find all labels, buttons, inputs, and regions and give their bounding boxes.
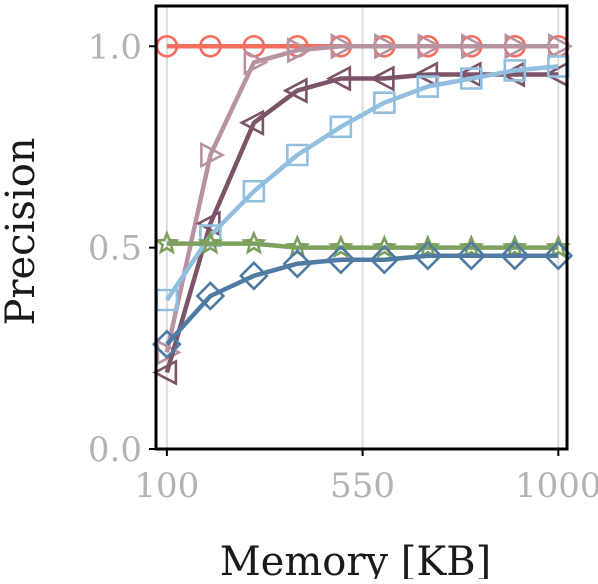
data-point-marker <box>239 260 269 291</box>
data-point-marker <box>200 141 226 169</box>
x-tick-label: 1000 <box>515 466 598 506</box>
data-point-marker <box>369 244 400 275</box>
data-point-marker <box>152 359 178 386</box>
data-point-marker <box>241 230 267 255</box>
data-point-marker <box>154 230 180 255</box>
tick-layer: 100 550 1000 0.0 0.5 1.0 <box>88 27 598 506</box>
data-point-marker <box>503 59 527 82</box>
data-point-marker <box>195 281 226 311</box>
data-point-marker <box>287 37 313 64</box>
data-point-marker <box>458 234 485 259</box>
y-tick-label: 1.0 <box>88 27 142 67</box>
data-point-marker <box>504 33 530 60</box>
y-axis-label: Precision <box>0 137 44 325</box>
data-point-marker <box>197 230 224 255</box>
data-point-marker <box>461 33 487 60</box>
y-tick-label: 0.5 <box>88 229 142 269</box>
data-point-marker <box>286 143 309 167</box>
data-point-marker <box>239 109 265 136</box>
data-point-marker <box>326 244 356 275</box>
series-2-triangle-left <box>152 61 569 386</box>
series-5-diamond <box>152 240 574 360</box>
data-point-marker <box>371 234 398 259</box>
series-1-triangle-right <box>156 33 574 366</box>
series-layer <box>152 33 574 386</box>
data-point-marker <box>242 179 266 203</box>
data-point-marker <box>330 33 356 60</box>
data-point-marker <box>502 234 528 259</box>
data-point-marker <box>243 49 269 76</box>
x-tick-label: 550 <box>330 466 395 506</box>
data-point-marker <box>413 61 439 88</box>
data-point-marker <box>415 234 441 259</box>
data-point-marker <box>417 33 443 60</box>
x-axis-label: Memory [KB] <box>220 539 492 579</box>
plot-frame <box>154 4 569 451</box>
data-point-marker <box>329 115 353 139</box>
x-tick-label: 100 <box>134 466 199 506</box>
data-point-marker <box>373 91 396 114</box>
data-point-marker <box>548 33 574 60</box>
data-point-marker <box>416 75 440 98</box>
data-point-marker <box>282 248 313 279</box>
series-line <box>165 253 559 346</box>
series-line <box>164 44 559 353</box>
y-tick-label: 0.0 <box>88 430 142 470</box>
series-line <box>165 64 559 302</box>
data-point-marker <box>460 67 483 90</box>
data-point-marker <box>499 240 530 271</box>
data-point-marker <box>156 339 182 366</box>
data-point-marker <box>369 65 395 92</box>
data-point-marker <box>328 234 354 259</box>
data-point-marker <box>412 240 443 271</box>
data-point-marker <box>152 329 182 360</box>
data-point-marker <box>374 33 400 60</box>
series-line <box>166 241 559 250</box>
data-point-marker <box>199 34 222 58</box>
data-point-marker <box>456 240 487 271</box>
data-point-marker <box>326 65 352 92</box>
data-point-marker <box>282 77 308 104</box>
